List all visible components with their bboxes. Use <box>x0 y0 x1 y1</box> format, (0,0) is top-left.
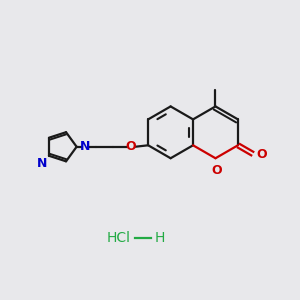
Text: O: O <box>126 140 136 153</box>
Text: O: O <box>256 148 267 161</box>
Text: N: N <box>37 157 47 170</box>
Text: HCl: HCl <box>107 231 131 245</box>
Text: O: O <box>212 164 222 176</box>
Text: N: N <box>80 140 91 153</box>
Text: H: H <box>154 231 165 245</box>
